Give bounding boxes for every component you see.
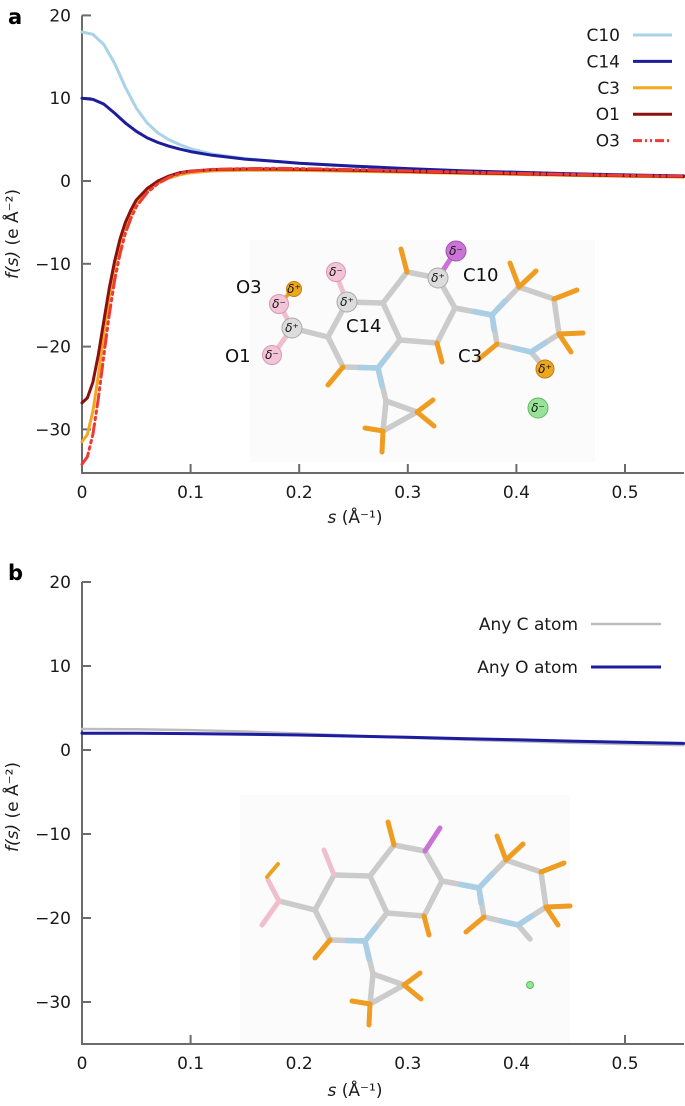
panel-b-yaxis-title: f(s) (e Å⁻²) [1,762,23,852]
delta-minus-f: δ⁻ [449,244,463,258]
y-tick-label: −30 [35,993,71,1013]
delta-minus-ketone: δ⁻ [329,265,343,279]
y-tick-label: −30 [35,420,71,440]
delta-minus-green-ion: δ⁻ [531,401,545,415]
atom-label-c10: C10 [463,265,498,286]
o3-oxygen-sphere [269,294,289,314]
o3-hydrogen-sphere [286,281,302,297]
x-tick-label: 0.1 [177,483,204,503]
legend-label-c3: C3 [597,79,620,99]
series-c14-curve [80,96,685,178]
ketone-oxygen-sphere [326,262,346,282]
y-tick-label: 20 [49,573,71,593]
y-tick-label: −10 [35,825,71,845]
y-tick-label: 10 [49,89,71,109]
delta-plus-piperazine: δ⁺ [538,362,552,376]
x-tick-label: 0 [77,1054,88,1074]
y-tick-label: −20 [35,909,71,929]
x-tick-label: 0.1 [177,1054,204,1074]
x-tick-label: 0.2 [286,1054,313,1074]
y-tick-label: 0 [60,741,71,761]
x-tick-label: 0.3 [394,1054,421,1074]
carboxyl-carbon-sphere [281,317,303,339]
x-tick-label: 0.4 [503,1054,530,1074]
legend-label-any-o-atom: Any O atom [477,658,578,678]
legend-label-any-c-atom: Any C atom [479,615,578,635]
molecule-b [240,795,570,1043]
x-tick-label: 0.5 [611,1054,638,1074]
y-tick-label: 0 [60,172,71,192]
series-any-o-atom-curve [80,731,685,745]
delta-plus-carboxyl: δ⁺ [285,321,299,335]
x-tick-label: 0.5 [611,483,638,503]
molecule-b-backdrop [240,795,570,1043]
atom-label-o3: O3 [236,277,262,298]
y-tick-label: −20 [35,338,71,358]
legend-label-c10: C10 [586,26,620,46]
y-tick-label: −10 [35,255,71,275]
c10-carbon-sphere [427,267,449,289]
green-ion-sphere [527,397,549,419]
fluorine-sphere [445,240,467,262]
y-tick-label: 10 [49,657,71,677]
legend-label-c14: C14 [586,52,620,72]
molecule-a: δ⁻ δ⁻ δ⁻ δ⁺ δ⁺ δ⁺ δ⁺ δ⁻ δ⁺ δ⁻ O3 O1 C14 … [225,240,595,462]
x-tick-label: 0.3 [394,483,421,503]
panel-a-label: a [8,5,22,29]
delta-plus-c14: δ⁺ [340,295,354,309]
panel-a-xaxis-title: s (Å⁻¹) [328,506,383,528]
atom-label-c3: C3 [458,346,482,367]
panel-a-yaxis-title: f(s) (e Å⁻²) [1,189,23,279]
series-o3-curve [80,166,685,466]
x-tick-label: 0.4 [503,483,530,503]
delta-minus-o3: δ⁻ [272,297,286,311]
piperazine-hydrogen-sphere [535,359,555,379]
panel-a-chart: 20 10 0 −10 −20 −30 0 0.1 0.2 0.3 0.4 0.5 C10 C14 C3 O1… [35,6,685,503]
atom-label-c14: C14 [346,316,381,337]
x-tick-label: 0.2 [286,483,313,503]
delta-plus-c10: δ⁺ [431,271,445,285]
delta-plus-o3h: δ⁺ [287,282,301,296]
y-tick-label: 20 [49,6,71,26]
x-tick-label: 0 [77,483,88,503]
atom-label-o1: O1 [225,346,251,367]
o1-oxygen-sphere [262,345,282,365]
legend-label-o3: O3 [596,132,620,152]
panel-b-xaxis-title: s (Å⁻¹) [328,1079,383,1101]
panel-b-label: b [8,561,23,585]
legend-label-o1: O1 [596,105,620,125]
green-ion-dot [526,981,534,989]
panel-b-chart: 20 10 0 −10 −20 −30 0 0.1 0.2 0.3 0.4 0.5 Any C atom… [35,573,685,1074]
delta-minus-o1: δ⁻ [265,348,279,362]
c14-carbon-sphere [336,291,358,313]
